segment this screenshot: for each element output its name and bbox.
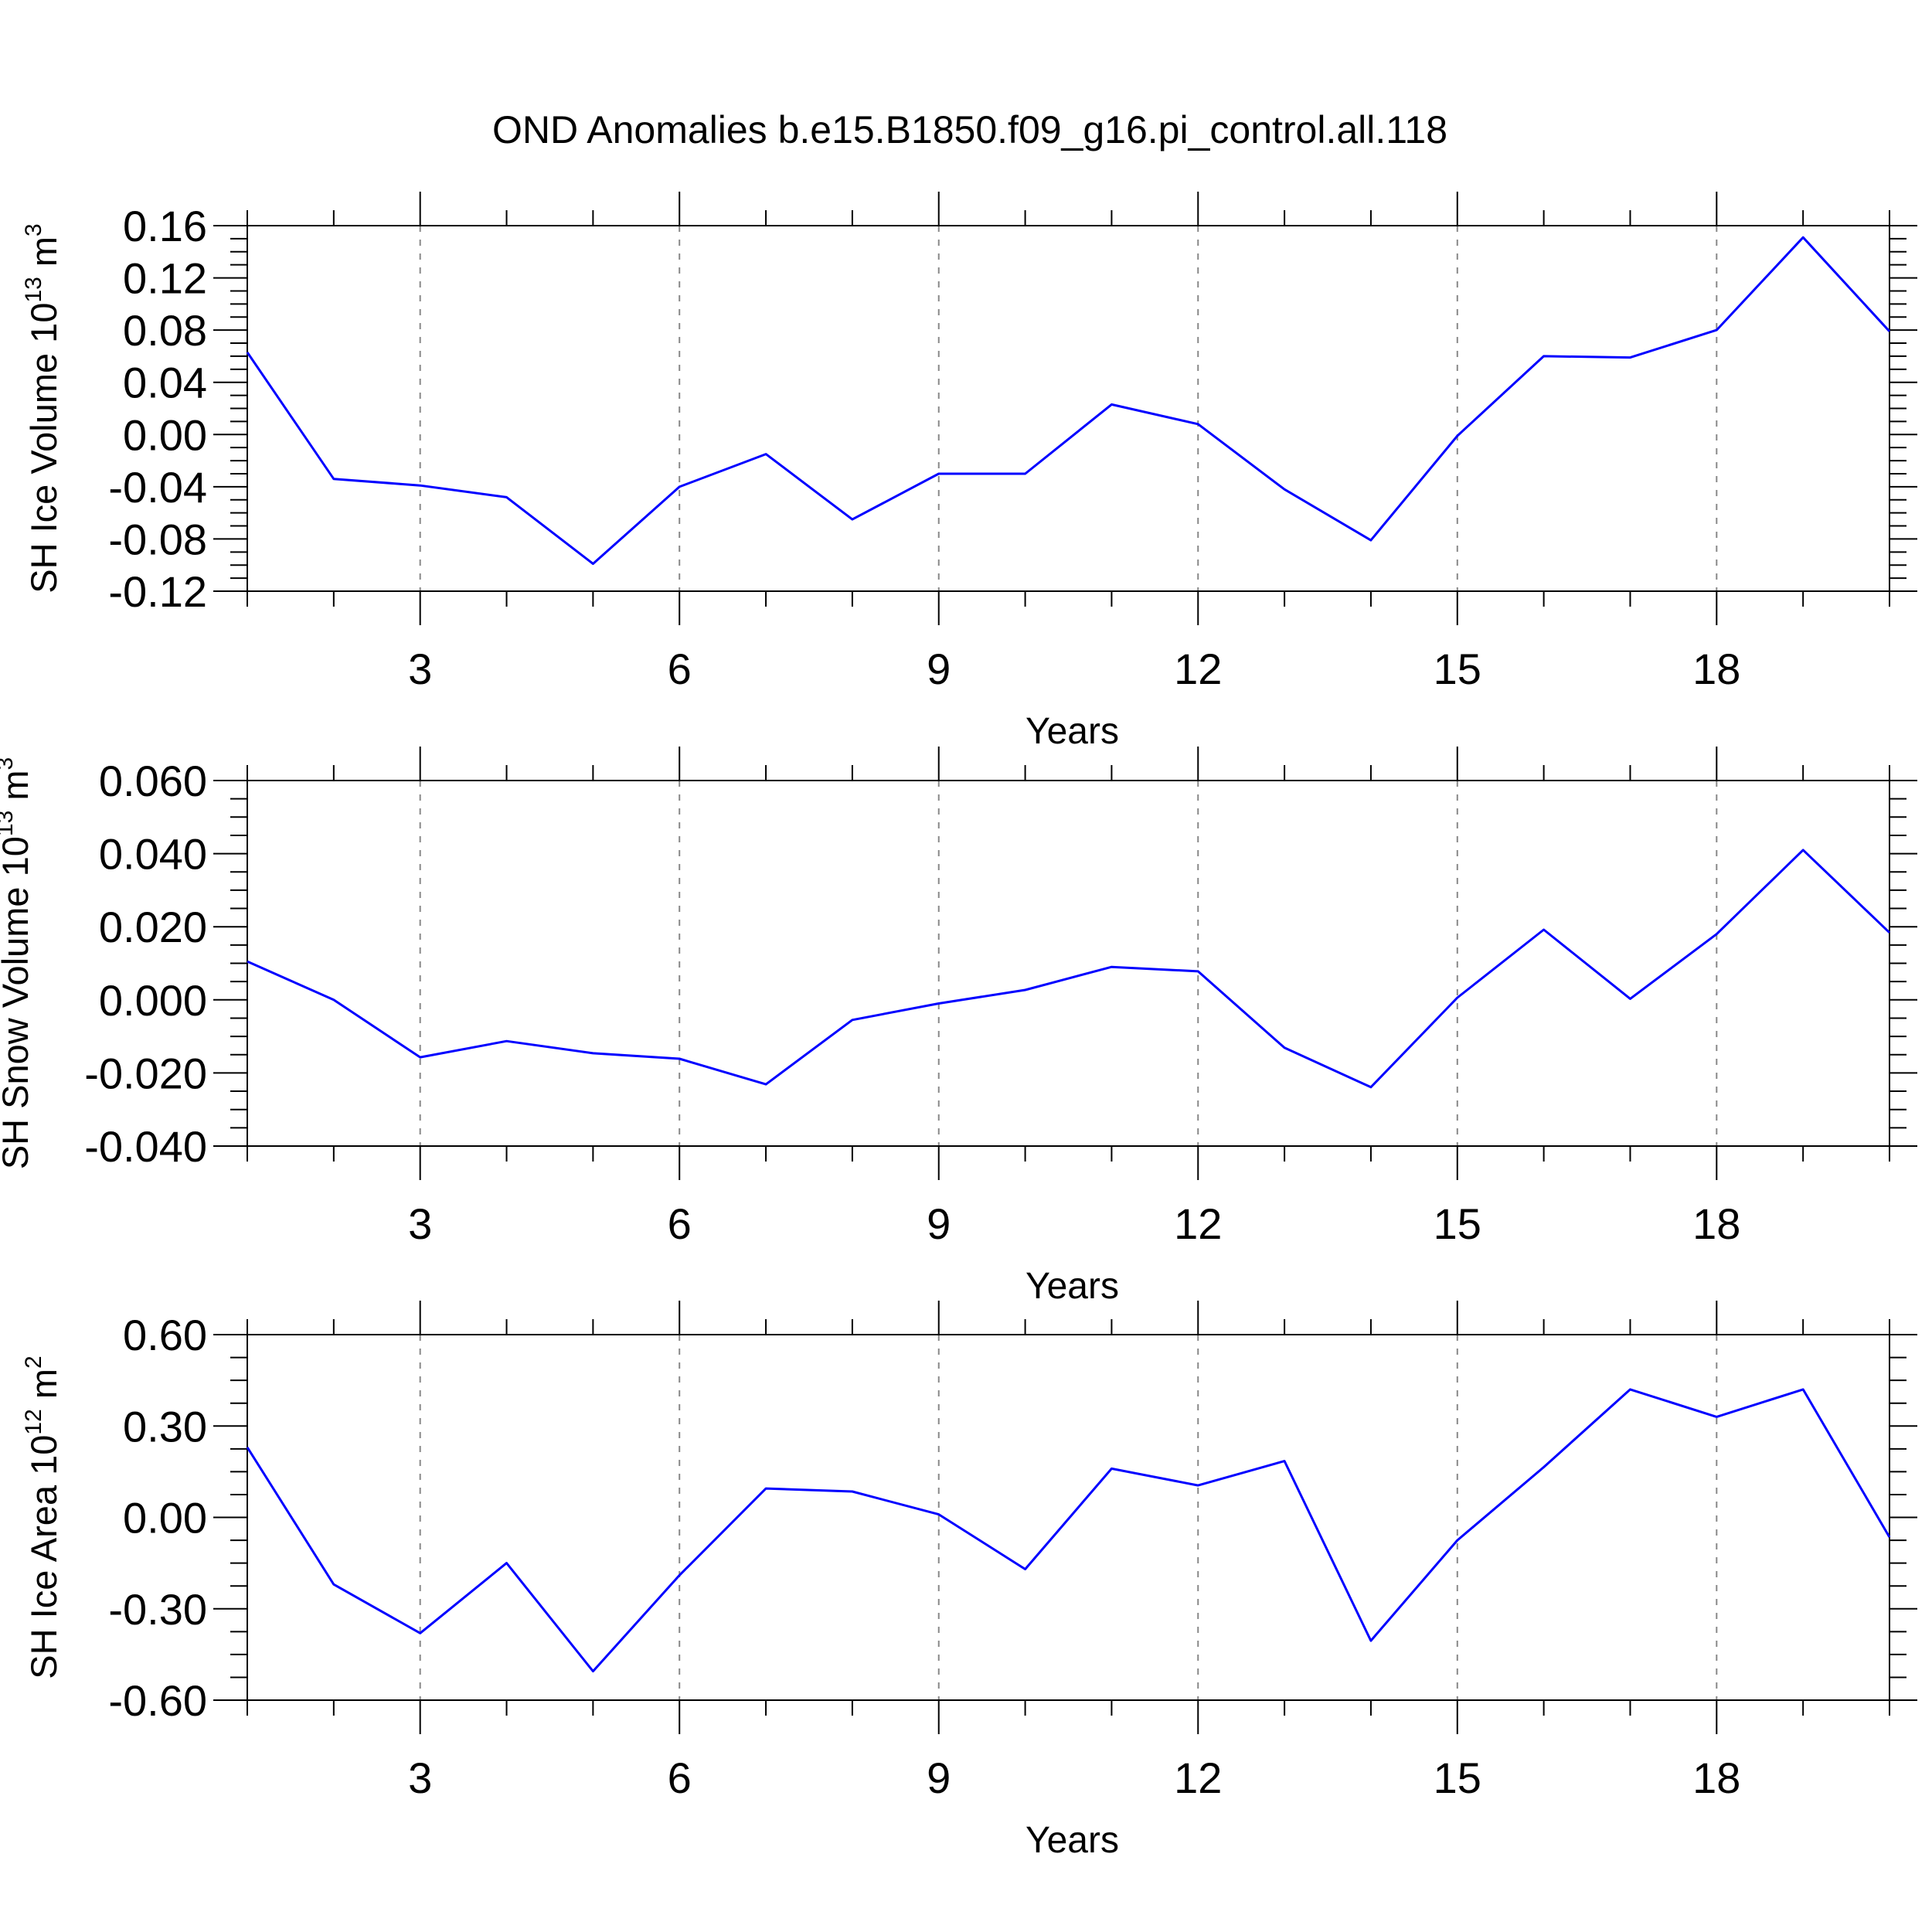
y-tick-label: 0.60 <box>123 1311 207 1359</box>
y-tick-label: -0.08 <box>108 515 207 563</box>
y-tick-label: 0.04 <box>123 359 207 407</box>
data-point <box>679 486 680 487</box>
data-point <box>1457 997 1458 998</box>
x-tick-label: 12 <box>1174 1753 1222 1802</box>
x-tick-label: 12 <box>1174 645 1222 693</box>
y-axis-title: SH Snow Volume 1013 m3 <box>0 757 36 1169</box>
y-tick-label: -0.30 <box>108 1585 207 1634</box>
y-tick-label: -0.04 <box>108 463 207 512</box>
data-point <box>1198 423 1199 424</box>
x-tick-label: 6 <box>668 1199 692 1248</box>
data-point <box>938 473 939 474</box>
data-point <box>1111 967 1112 968</box>
x-tick-label: 9 <box>927 645 951 693</box>
y-tick-label: -0.040 <box>84 1122 207 1171</box>
y-tick-label: 0.16 <box>123 202 207 250</box>
x-tick-label: 9 <box>927 1199 951 1248</box>
data-point <box>1889 932 1890 933</box>
x-tick-label: 15 <box>1434 1199 1481 1248</box>
data-point <box>333 999 334 1000</box>
data-point <box>1543 1467 1544 1468</box>
x-tick-label: 18 <box>1692 1199 1740 1248</box>
series-line <box>246 1388 1891 1673</box>
y-tick-label: -0.12 <box>108 567 207 616</box>
data-point <box>1889 1537 1890 1538</box>
data-point <box>1716 330 1717 331</box>
data-point <box>766 1488 767 1489</box>
data-point <box>1284 489 1285 490</box>
y-tick-label: 0.060 <box>99 757 207 805</box>
data-point <box>1111 1468 1112 1469</box>
y-tick-label: 0.00 <box>123 1494 207 1543</box>
y-tick-label: 0.08 <box>123 306 207 355</box>
x-tick-label: 3 <box>408 645 432 693</box>
data-point <box>1025 1569 1026 1570</box>
x-tick-label: 3 <box>408 1199 432 1248</box>
data-point <box>938 1514 939 1515</box>
chart-panel-1: -0.12-0.08-0.040.000.040.080.120.16 3 6 9 12… <box>21 192 1917 752</box>
x-tick-label: 15 <box>1434 1753 1481 1802</box>
x-tick-label: 3 <box>408 1753 432 1802</box>
data-point <box>1543 929 1544 930</box>
plot-frame <box>247 780 1890 1147</box>
x-axis-title: Years <box>1026 1266 1119 1307</box>
data-point <box>679 1058 680 1059</box>
series-line <box>247 849 1891 1089</box>
data-point <box>593 563 594 564</box>
data-point <box>1111 404 1112 405</box>
data-point <box>506 1041 507 1042</box>
x-tick-label: 15 <box>1434 645 1481 693</box>
data-point <box>1284 1047 1285 1048</box>
data-point <box>1889 331 1890 332</box>
chart-panels: -0.12-0.08-0.040.000.040.080.120.163 6 9 12… <box>0 192 1917 1861</box>
data-point <box>1457 1540 1458 1541</box>
x-tick-label: 18 <box>1692 645 1740 693</box>
data-point <box>1198 1485 1199 1486</box>
plot-frame <box>247 225 1890 592</box>
y-tick-label: 0.000 <box>99 976 207 1025</box>
data-point <box>593 1671 594 1672</box>
data-point <box>333 478 334 479</box>
y-axis-title: SH Ice Volume 1013 m3 <box>21 223 64 594</box>
x-axis-title: Years <box>1026 1820 1119 1861</box>
data-point <box>1543 355 1544 356</box>
data-point <box>1803 849 1804 850</box>
data-point <box>766 1084 767 1085</box>
y-tick-label: 0.12 <box>123 254 207 303</box>
data-point <box>1457 435 1458 436</box>
data-point <box>1630 998 1631 999</box>
data-point <box>679 1575 680 1576</box>
y-tick-label: 0.040 <box>99 830 207 879</box>
data-point <box>333 1584 334 1585</box>
x-axis-title: Years <box>1026 711 1119 752</box>
data-point <box>1803 237 1804 238</box>
chart-panel-3: -0.60 -0.30 0.00 0.30 0.60 3 6 9 12 15 18 Years SH I… <box>21 1301 1917 1861</box>
series-line <box>246 236 1891 565</box>
data-point <box>1025 990 1026 991</box>
y-tick-label: 0.020 <box>99 903 207 951</box>
y-tick-label: -0.020 <box>84 1049 207 1097</box>
y-axis-title: SH Ice Area 1012 m2 <box>21 1355 64 1679</box>
data-point <box>506 497 507 498</box>
data-point <box>247 961 248 962</box>
data-point <box>1370 540 1371 541</box>
y-tick-label: 0.30 <box>123 1402 207 1451</box>
figure-title: OND Anomalies b.e15.B1850.f09_g16.pi_con… <box>492 108 1447 151</box>
data-point <box>1630 357 1631 358</box>
x-tick-label: 6 <box>668 1753 692 1802</box>
y-tick-label: -0.60 <box>108 1676 207 1725</box>
chart-panel-2: -0.040 -0.020 0.000 0.020 0.040 0.060 3 6 9 12 15 1… <box>0 747 1917 1307</box>
y-tick-label: 0.00 <box>123 410 207 459</box>
data-point <box>938 1003 939 1004</box>
x-tick-label: 9 <box>927 1753 951 1802</box>
x-tick-label: 18 <box>1692 1753 1740 1802</box>
x-tick-label: 12 <box>1174 1199 1222 1248</box>
data-point <box>1025 473 1026 474</box>
x-tick-label: 6 <box>668 645 692 693</box>
